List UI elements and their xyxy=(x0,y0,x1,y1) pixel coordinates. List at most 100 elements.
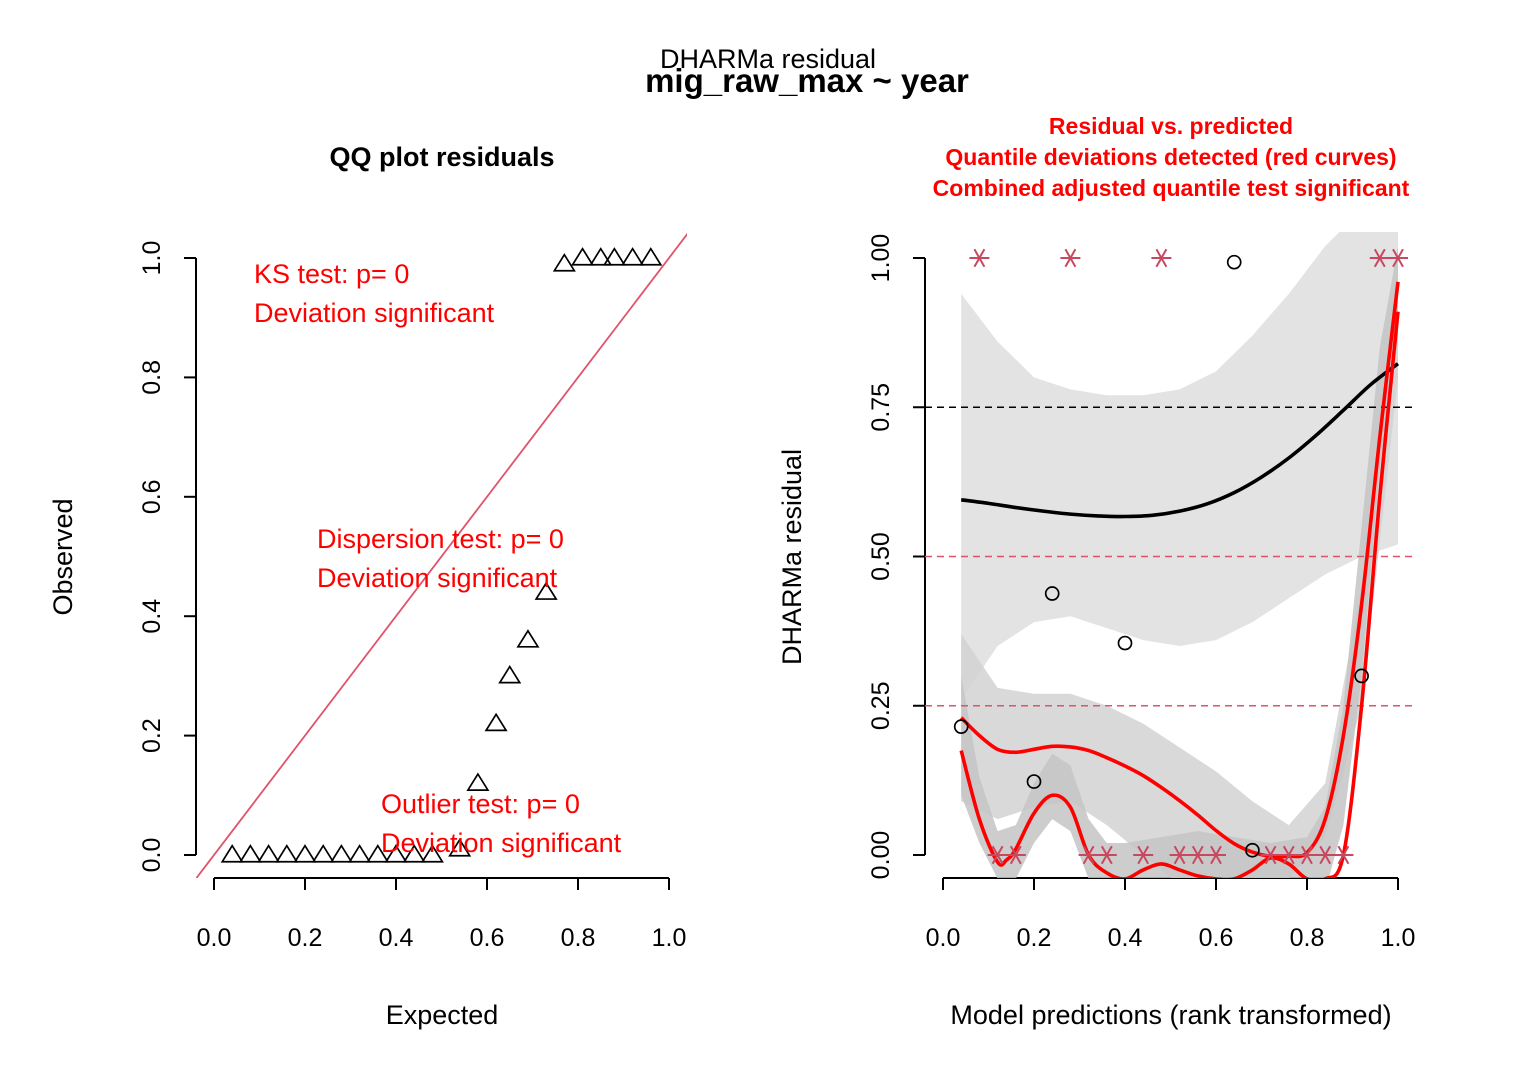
qq-point xyxy=(329,844,353,863)
qq-annotation-line: KS test: p= 0 xyxy=(254,259,409,289)
qq-y-tick-label: 0.2 xyxy=(138,718,166,753)
residual-y-tick-label: 0.25 xyxy=(867,681,895,730)
quantile-confidence-band xyxy=(961,287,1398,878)
qq-annotation-line: Outlier test: p= 0 xyxy=(381,789,580,819)
qq-plot-ylabel: Observed xyxy=(48,498,78,615)
qq-x-tick-label: 0.6 xyxy=(470,924,505,952)
residual-point xyxy=(1026,774,1042,789)
outlier-star xyxy=(1260,845,1281,865)
qq-annotation-line: Deviation significant xyxy=(317,563,558,593)
qq-point xyxy=(311,844,335,863)
outlier-star xyxy=(1096,845,1117,865)
qq-point xyxy=(621,247,645,266)
residual-y-tick-label: 0.00 xyxy=(867,831,895,880)
outlier-star xyxy=(1369,248,1390,268)
qq-point xyxy=(516,629,540,648)
residual-vs-predicted-panel: Residual vs. predicted Quantile deviatio… xyxy=(777,113,1416,1030)
qq-point xyxy=(552,253,576,272)
qq-plot-axes: 0.0 0.2 0.4 0.6 0.8 1.0 0.0 0.2 0.4 0.6 0.8 1.0 xyxy=(138,241,686,952)
qq-reference-line xyxy=(196,232,687,878)
qq-annotation-line: Deviation significant xyxy=(254,298,495,328)
outlier-star xyxy=(1206,845,1226,865)
residual-plot-area xyxy=(925,232,1416,878)
qq-point xyxy=(420,844,444,863)
residual-y-tick-label: 1.00 xyxy=(867,234,895,283)
qq-x-tick-label: 0.0 xyxy=(197,924,232,952)
outlier-star xyxy=(1005,845,1026,865)
outlier-star xyxy=(1333,845,1354,865)
qq-y-tick-label: 0.6 xyxy=(138,479,166,514)
qq-point xyxy=(484,712,508,732)
qq-point xyxy=(348,844,372,863)
residual-point xyxy=(953,719,969,734)
outlier-star xyxy=(1278,845,1299,865)
qq-point xyxy=(571,247,595,266)
residual-plot-title-line-1: Residual vs. predicted xyxy=(1049,113,1293,139)
outlier-star xyxy=(1315,845,1336,865)
outlier-star xyxy=(1151,248,1172,268)
qq-y-tick-label: 0.8 xyxy=(138,360,166,395)
qq-annotation-line: Deviation significant xyxy=(381,828,622,858)
qq-point xyxy=(366,844,390,863)
residual-x-tick-label: 1.0 xyxy=(1381,924,1416,952)
figure-suptitle: DHARMa residual xyxy=(660,44,876,74)
qq-point xyxy=(602,247,626,266)
qq-y-tick-label: 0.4 xyxy=(138,599,166,634)
qq-point xyxy=(220,844,244,863)
qq-point xyxy=(534,581,558,600)
residual-x-tick-label: 0.4 xyxy=(1108,924,1143,952)
residual-plot-title-line-2: Quantile deviations detected (red curves… xyxy=(945,144,1396,170)
qq-point xyxy=(275,844,299,863)
quantile-curve-median xyxy=(960,362,1400,519)
residual-x-tick-label: 0.0 xyxy=(926,924,961,952)
quantile-confidence-band xyxy=(961,232,1398,700)
outlier-star xyxy=(1388,248,1408,268)
outlier-star xyxy=(1060,248,1081,268)
qq-plot-panel: QQ plot residuals Expected Observed 0.0 0… xyxy=(48,142,687,1030)
outlier-star xyxy=(1078,845,1099,865)
residual-point xyxy=(1044,586,1060,601)
qq-x-tick-label: 0.4 xyxy=(379,924,414,952)
residual-point xyxy=(1354,668,1369,684)
qq-point xyxy=(384,844,408,863)
qq-point xyxy=(293,844,317,863)
qq-x-tick-label: 0.8 xyxy=(561,924,596,952)
residual-x-tick-label: 0.6 xyxy=(1199,924,1234,952)
qq-y-tick-label: 1.0 xyxy=(138,241,166,276)
qq-point xyxy=(466,772,490,791)
outlier-star xyxy=(1187,845,1208,865)
residual-point xyxy=(1245,842,1260,858)
qq-point xyxy=(238,844,262,863)
residual-plot-xlabel: Model predictions (rank transformed) xyxy=(950,1000,1391,1030)
residual-y-tick-label: 0.75 xyxy=(867,383,895,432)
quantile-curve-lower-quantile xyxy=(959,311,1400,878)
qq-plot-test-annotations: KS test: p= 0 Deviation significant Disper… xyxy=(254,259,622,858)
residual-y-tick-label: 0.50 xyxy=(867,532,895,581)
residual-x-tick-label: 0.8 xyxy=(1290,924,1325,952)
qq-plot-title: QQ plot residuals xyxy=(329,142,554,172)
qq-x-tick-label: 0.2 xyxy=(288,924,323,952)
quantile-curve-upper-quantile xyxy=(959,281,1400,859)
qq-annotation-line: Dispersion test: p= 0 xyxy=(317,524,564,554)
qq-point xyxy=(589,247,613,266)
qq-point xyxy=(498,664,522,684)
residual-point xyxy=(1226,254,1242,270)
outlier-star xyxy=(1169,845,1190,865)
residual-plot-ylabel: DHARMa residual xyxy=(777,449,807,665)
residual-point xyxy=(1117,635,1133,651)
outlier-star xyxy=(987,845,1008,865)
qq-plot-xlabel: Expected xyxy=(386,1000,499,1030)
residual-plot-title-line-3: Combined adjusted quantile test signific… xyxy=(933,175,1410,201)
qq-y-tick-label: 0.0 xyxy=(138,838,166,873)
outlier-star xyxy=(1133,845,1154,865)
residual-x-tick-label: 0.2 xyxy=(1017,924,1052,952)
outlier-star xyxy=(969,248,990,268)
figure-formula-title: mig_raw_max ~ year xyxy=(645,62,969,99)
qq-point xyxy=(639,247,663,266)
qq-point xyxy=(257,844,281,863)
qq-plot-area xyxy=(196,232,687,878)
qq-point xyxy=(402,844,426,863)
qq-x-tick-label: 1.0 xyxy=(652,924,687,952)
outlier-star xyxy=(1297,845,1317,865)
